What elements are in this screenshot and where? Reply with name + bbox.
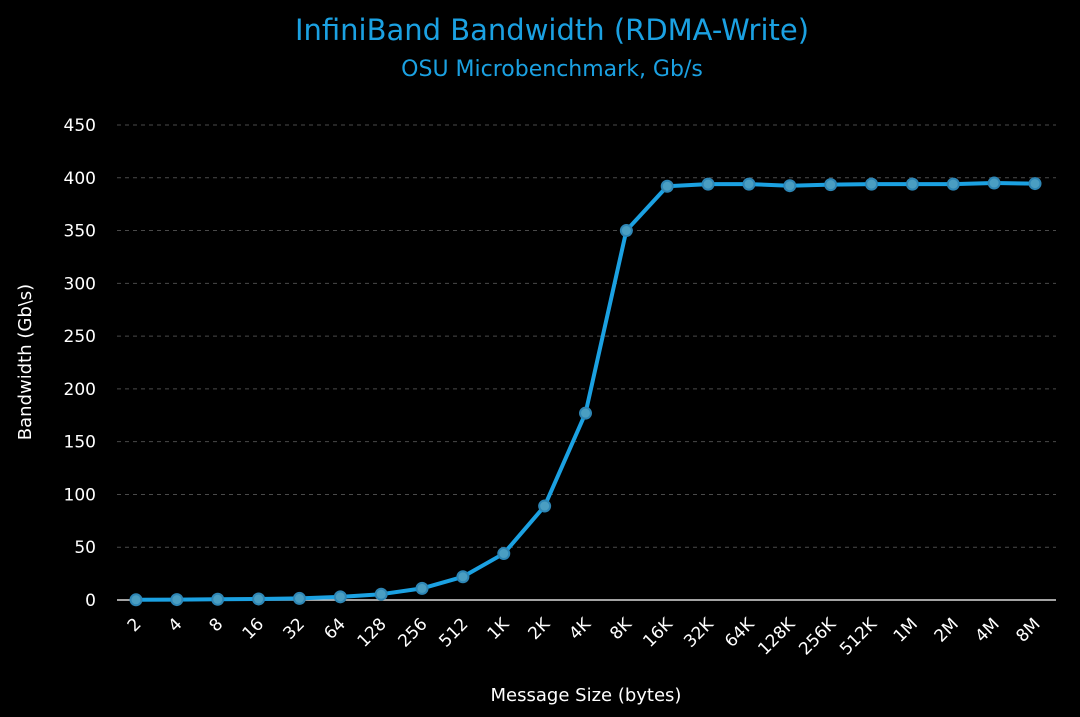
data-point bbox=[660, 179, 674, 193]
x-tick-label: 16K bbox=[639, 614, 677, 652]
y-tick-label: 400 bbox=[64, 169, 96, 189]
data-point bbox=[865, 177, 879, 191]
chart-subtitle: OSU Microbenchmark, Gb/s bbox=[401, 57, 703, 82]
x-tick-label: 2K bbox=[524, 614, 554, 644]
chart-title: InfiniBand Bandwidth (RDMA-Write) bbox=[295, 13, 809, 47]
y-tick-label: 100 bbox=[64, 485, 96, 505]
x-tick-label: 4 bbox=[165, 614, 187, 636]
data-point bbox=[292, 591, 306, 605]
y-axis-label: Bandwidth (Gb\s) bbox=[15, 284, 36, 440]
x-tick-label: 512 bbox=[435, 614, 472, 651]
y-tick-label: 450 bbox=[64, 116, 96, 136]
data-point bbox=[538, 499, 552, 513]
x-tick-label: 8K bbox=[606, 614, 636, 644]
y-tick-label: 150 bbox=[64, 433, 96, 453]
x-tick-label: 4M bbox=[972, 614, 1004, 646]
data-point bbox=[905, 177, 919, 191]
x-tick-label: 32K bbox=[680, 614, 718, 652]
data-point bbox=[619, 224, 633, 238]
x-tick-label: 64K bbox=[721, 614, 759, 652]
x-tick-label: 32 bbox=[280, 614, 309, 643]
data-point bbox=[701, 177, 715, 191]
x-tick-label: 1K bbox=[484, 614, 514, 644]
y-tick-label: 200 bbox=[64, 380, 96, 400]
y-tick-label: 0 bbox=[85, 591, 96, 611]
data-point bbox=[374, 587, 388, 601]
data-point bbox=[497, 547, 511, 561]
data-point bbox=[742, 177, 756, 191]
x-tick-label: 128K bbox=[754, 614, 800, 660]
data-point bbox=[170, 593, 184, 607]
series-line bbox=[134, 181, 1037, 602]
x-tick-label: 4K bbox=[565, 614, 595, 644]
x-tick-label: 1M bbox=[890, 614, 922, 646]
y-axis-ticks: 0 50 100 150 200 250 300 350 400 450 bbox=[64, 116, 96, 611]
data-point bbox=[987, 176, 1001, 190]
x-tick-label: 512K bbox=[836, 614, 882, 660]
data-point bbox=[579, 406, 592, 420]
x-tick-label: 2M bbox=[931, 614, 963, 646]
data-point bbox=[415, 581, 429, 595]
y-tick-label: 250 bbox=[64, 327, 96, 347]
data-point bbox=[1028, 177, 1042, 191]
x-tick-label: 128 bbox=[354, 614, 391, 651]
y-tick-label: 300 bbox=[64, 274, 96, 294]
y-tick-label: 350 bbox=[64, 222, 96, 242]
data-point bbox=[252, 592, 266, 606]
x-axis-label: Message Size (bytes) bbox=[491, 685, 682, 706]
series-layer bbox=[129, 176, 1042, 607]
data-point bbox=[824, 178, 838, 192]
x-tick-label: 2 bbox=[124, 614, 146, 636]
data-point bbox=[333, 590, 347, 604]
gridlines bbox=[117, 124, 1056, 601]
data-point bbox=[211, 592, 225, 606]
x-axis-ticks: 2 4 8 16 32 64 128 256 512 1K 2K 4K 8K 16K 32K 64K128K2… bbox=[124, 614, 1045, 660]
data-point bbox=[946, 177, 960, 191]
data-point bbox=[783, 179, 797, 193]
x-tick-label: 16 bbox=[239, 614, 268, 643]
x-tick-label: 256 bbox=[394, 614, 431, 651]
y-tick-label: 50 bbox=[74, 538, 96, 558]
data-point bbox=[129, 593, 143, 607]
x-tick-label: 64 bbox=[320, 614, 349, 643]
x-tick-label: 8 bbox=[205, 614, 227, 636]
data-point bbox=[456, 570, 470, 584]
x-tick-label: 256K bbox=[795, 614, 841, 660]
x-tick-label: 8M bbox=[1012, 614, 1044, 646]
